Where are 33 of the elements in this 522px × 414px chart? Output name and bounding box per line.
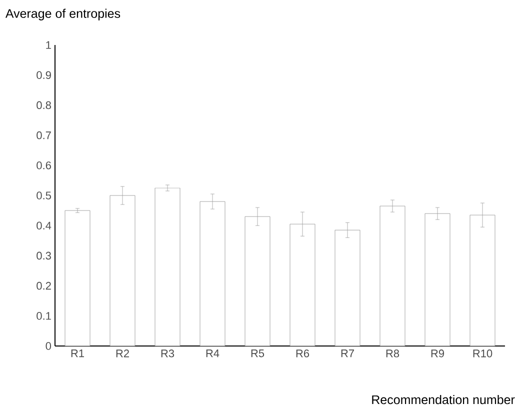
y-tick-label: 1 (46, 41, 51, 49)
bar (334, 230, 360, 346)
bar (380, 206, 406, 346)
bar (244, 216, 270, 346)
y-axis-title: Average of entropies (5, 8, 120, 20)
y-tick-label: 0.1 (36, 312, 51, 320)
bar (64, 210, 90, 346)
x-tick-label: R10 (473, 350, 492, 358)
x-tick-label: R7 (341, 350, 354, 358)
y-tick-label: 0.5 (36, 192, 51, 200)
x-tick-label: R2 (116, 350, 129, 358)
bar (470, 214, 496, 346)
y-tick-label: 0.8 (36, 101, 51, 110)
y-tick-label: 0.3 (36, 252, 51, 260)
x-tick-label: R6 (296, 350, 310, 358)
bar (200, 201, 226, 346)
bar (290, 224, 316, 346)
x-tick-label: R8 (386, 350, 400, 358)
x-tick-label: R3 (161, 350, 174, 358)
y-tick-label: 0.7 (36, 131, 51, 140)
y-tick-label: 0 (46, 342, 52, 350)
x-tick-label: R9 (431, 350, 444, 358)
x-axis-title: Recommendation number (372, 394, 515, 404)
y-tick-label: 0.4 (36, 222, 52, 230)
x-tick-label: R1 (71, 350, 84, 358)
y-tick-label: 0.9 (36, 71, 51, 79)
y-tick-label: 0.6 (36, 162, 51, 170)
bar (424, 213, 450, 346)
y-tick-label: 0.2 (36, 282, 51, 290)
bar (154, 188, 180, 346)
x-tick-label: R4 (206, 350, 220, 358)
bar (110, 195, 136, 346)
x-tick-label: R5 (251, 350, 264, 358)
